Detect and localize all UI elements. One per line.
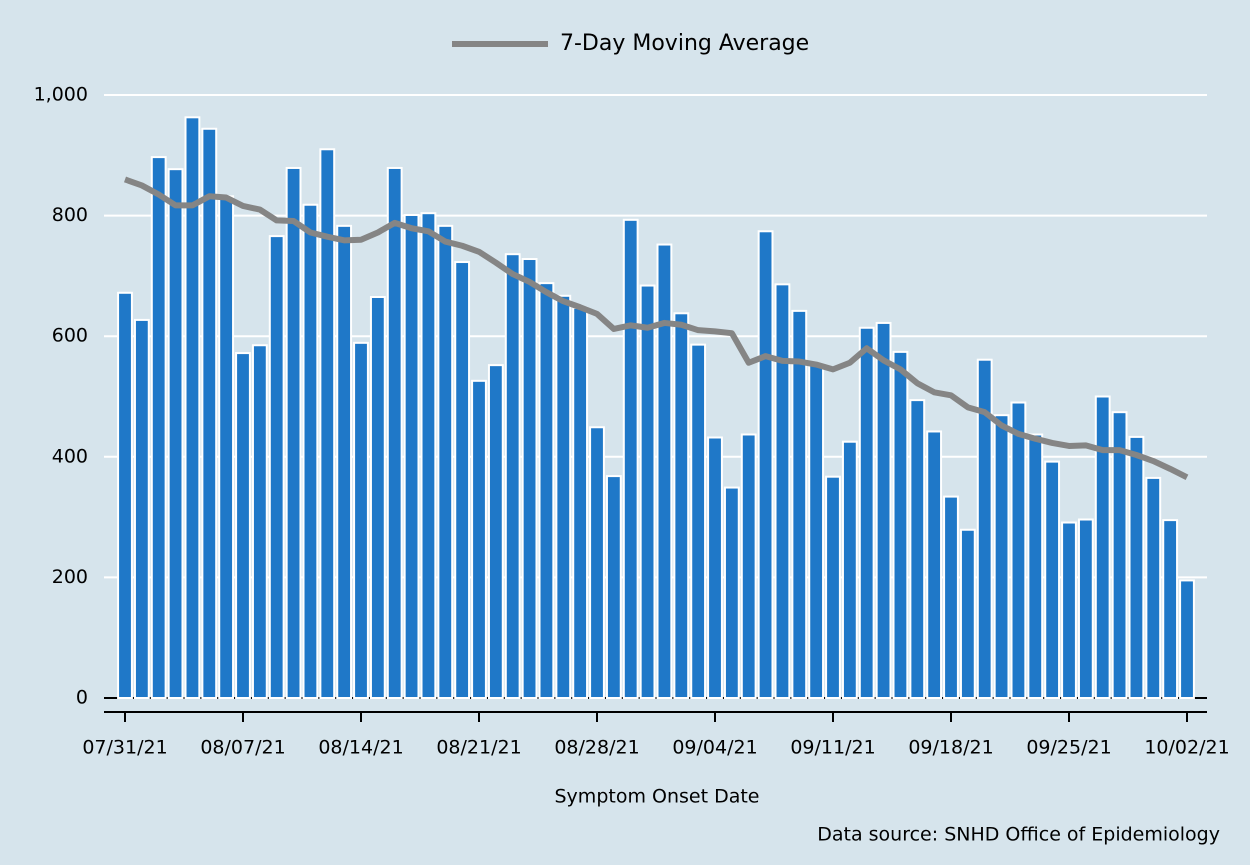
bar xyxy=(319,148,336,699)
bar xyxy=(285,166,302,699)
bar xyxy=(218,195,235,700)
bar xyxy=(302,203,319,699)
bar xyxy=(420,212,437,700)
bar xyxy=(909,399,926,699)
bar xyxy=(976,358,993,699)
x-tick-label: 07/31/21 xyxy=(82,737,167,759)
bar xyxy=(487,364,504,699)
x-tick-label: 08/07/21 xyxy=(200,737,285,759)
bar xyxy=(1010,401,1027,699)
bar xyxy=(1044,460,1061,699)
bar xyxy=(521,258,538,699)
x-tick-label: 09/11/21 xyxy=(790,737,875,759)
bar xyxy=(943,495,959,699)
bar xyxy=(673,312,690,699)
x-tick-label: 09/25/21 xyxy=(1026,737,1111,759)
x-tick-label: 10/02/21 xyxy=(1144,737,1229,759)
bar xyxy=(437,224,454,699)
bar xyxy=(251,344,268,699)
x-tick-label: 08/14/21 xyxy=(318,737,403,759)
x-tick-label: 09/18/21 xyxy=(908,737,993,759)
bar xyxy=(707,436,723,699)
bar xyxy=(1077,518,1094,700)
bar xyxy=(369,296,386,699)
bar xyxy=(336,224,353,699)
bar xyxy=(504,253,521,700)
bar xyxy=(1094,395,1111,699)
bar xyxy=(386,166,403,699)
y-tick-label: 600 xyxy=(52,325,88,347)
bar xyxy=(605,475,622,700)
bar xyxy=(1111,411,1128,699)
bar xyxy=(1162,519,1179,699)
moving-average-line xyxy=(123,176,1189,480)
bar xyxy=(926,430,943,699)
bar xyxy=(150,156,167,699)
x-tick-label: 08/21/21 xyxy=(436,737,521,759)
bar xyxy=(858,326,875,699)
bar xyxy=(1061,521,1077,699)
bar xyxy=(774,283,791,699)
bar xyxy=(841,440,858,699)
bar xyxy=(555,294,572,699)
bar xyxy=(892,350,909,699)
legend-label: 7-Day Moving Average xyxy=(560,31,809,56)
bar xyxy=(117,291,133,699)
y-tick-label: 200 xyxy=(52,566,88,588)
bar xyxy=(353,341,369,699)
bar xyxy=(639,284,656,699)
bar xyxy=(875,321,892,699)
bar xyxy=(757,230,774,699)
x-axis-title: Symptom Onset Date xyxy=(555,786,760,808)
bar xyxy=(622,218,639,699)
bar xyxy=(690,343,707,699)
bar xyxy=(1128,435,1145,699)
bar xyxy=(572,306,589,699)
bar xyxy=(184,116,201,700)
bar xyxy=(1027,433,1044,699)
source-note: Data source: SNHD Office of Epidemiology xyxy=(817,824,1220,846)
bar xyxy=(723,486,740,700)
bar xyxy=(740,433,757,699)
x-tick-label: 08/28/21 xyxy=(554,737,639,759)
bar xyxy=(454,261,471,699)
y-tick-label: 400 xyxy=(52,445,88,467)
bar xyxy=(791,309,808,699)
y-tick-label: 1,000 xyxy=(34,84,88,106)
bar xyxy=(538,282,555,699)
bar xyxy=(993,414,1010,699)
bar xyxy=(268,235,285,700)
bar xyxy=(167,168,184,699)
bar xyxy=(235,352,251,699)
bar xyxy=(808,364,825,699)
bar xyxy=(471,379,487,699)
bar xyxy=(133,318,150,699)
x-tick-label: 09/04/21 xyxy=(672,737,757,759)
bar xyxy=(589,426,605,699)
bar xyxy=(1179,579,1195,699)
bar xyxy=(201,127,218,699)
bar xyxy=(403,213,420,699)
bar xyxy=(959,528,976,699)
y-tick-label: 800 xyxy=(52,204,88,226)
bar xyxy=(656,243,673,699)
y-tick-label: 0 xyxy=(76,687,88,709)
bar xyxy=(1145,476,1162,699)
bar xyxy=(825,475,841,699)
